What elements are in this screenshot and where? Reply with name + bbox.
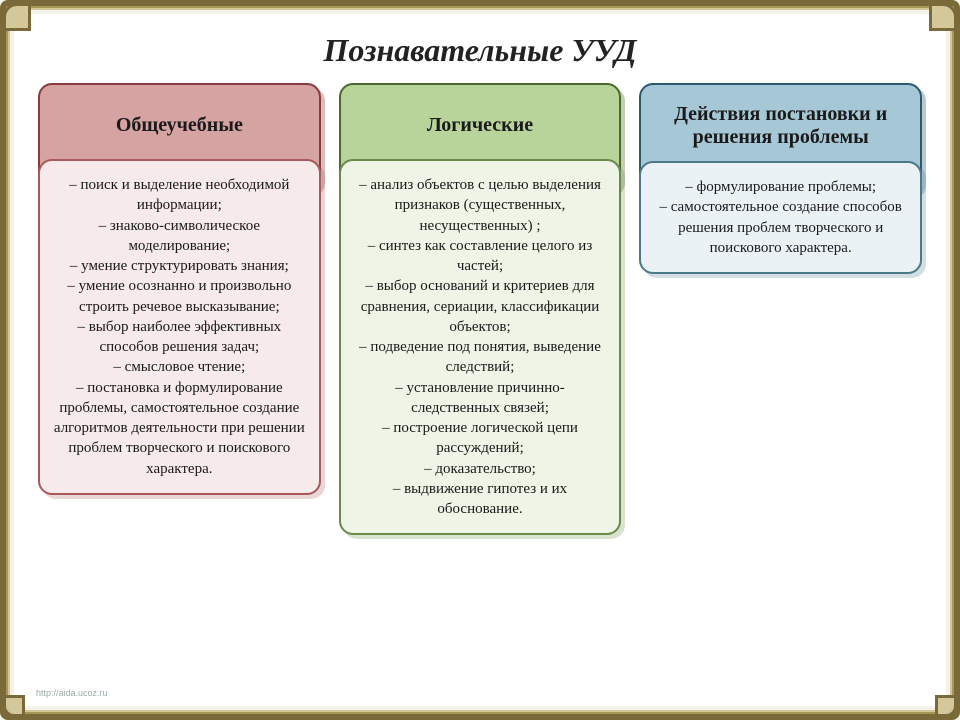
body-logical: – анализ объектов с целью выделения приз… (339, 159, 622, 535)
footer-link: http://aida.ucoz.ru (36, 688, 108, 698)
body-general-text: – поиск и выделение необходимой информац… (52, 175, 307, 479)
body-problem-text: – формулирование проблемы;– самостоятель… (653, 177, 908, 258)
body-general: – поиск и выделение необходимой информац… (38, 159, 321, 495)
frame-corner-br (935, 695, 957, 717)
frame-corner-bl (3, 695, 25, 717)
body-problem: – формулирование проблемы;– самостоятель… (639, 161, 922, 274)
column-general: Общеучебные – поиск и выделение необходи… (38, 83, 321, 495)
columns-container: Общеучебные – поиск и выделение необходи… (38, 83, 922, 694)
body-logical-text: – анализ объектов с целью выделения приз… (353, 175, 608, 519)
column-logical: Логические – анализ объектов с целью выд… (339, 83, 622, 535)
page-title: Познавательные УУД (38, 32, 922, 69)
column-problem: Действия постановки и решения проблемы –… (639, 83, 922, 274)
